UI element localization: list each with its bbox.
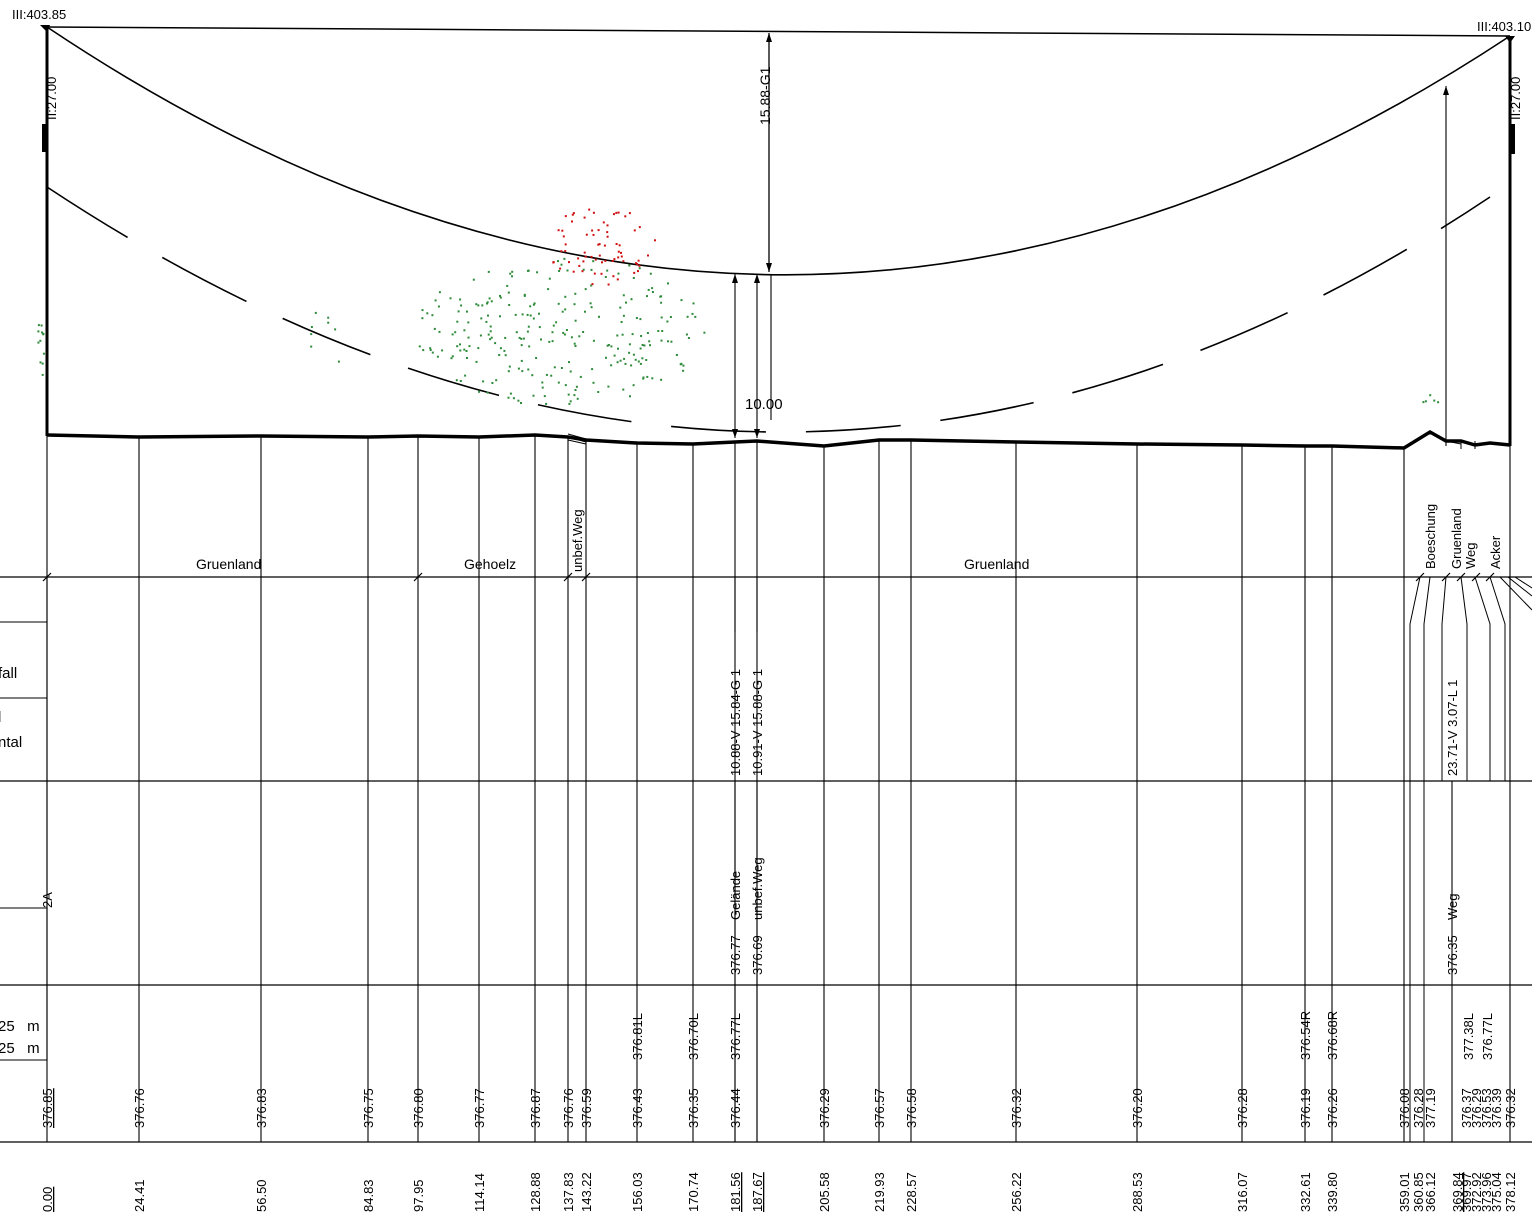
station-elevation: 376.80 — [411, 1088, 426, 1128]
station-chainage: 316.07 — [1235, 1172, 1250, 1212]
crossing-kind-3: Weg — [1445, 894, 1460, 921]
station-elevation: 376.28 — [1411, 1088, 1426, 1128]
legend-l: l — [0, 709, 1, 726]
landuse-label-gehoelz: Gehoelz — [464, 556, 516, 572]
station-elevation: 376.57 — [872, 1088, 887, 1128]
left-tower: III:403.85 II:27.00 — [12, 7, 66, 436]
station-chainage: 97.95 — [411, 1179, 426, 1212]
station-chainage: 137.83 — [561, 1172, 576, 1212]
landuse-label-gruenland-2: Gruenland — [964, 556, 1029, 572]
right-tower-side-label: II:27.00 — [1508, 77, 1523, 120]
station-chainage: 378.12 — [1503, 1172, 1518, 1212]
station-elevation: 376.44 — [728, 1088, 743, 1128]
station-elevation: 376.76 — [561, 1088, 576, 1128]
station-chainage: 205.58 — [817, 1172, 832, 1212]
legend-fall: fall — [0, 665, 17, 682]
station-chainage: 359.01 — [1397, 1172, 1412, 1212]
station-chainage: 128.88 — [528, 1172, 543, 1212]
sag-label: 15.88-G1 — [757, 66, 773, 125]
right-insulator-icon — [1505, 36, 1515, 43]
station-elevation: 376.75 — [361, 1088, 376, 1128]
station-chainage: 156.03 — [630, 1172, 645, 1212]
legend-ntal: ntal — [0, 734, 22, 751]
station-chainage: 170.74 — [686, 1172, 701, 1212]
station-chainage: 373.96 — [1479, 1172, 1494, 1212]
offset-labels: 376.81L 376.70L 376.77L 376.54R 376.68R … — [630, 1011, 1495, 1060]
right-tower-top-label: III:403.10 — [1477, 19, 1531, 34]
landuse-label-boeschung: Boeschung — [1423, 504, 1438, 569]
station-chainage: 375.04 — [1489, 1172, 1504, 1212]
conductor-curve — [46, 26, 1511, 276]
crossing-distance-3: 23.71-V 3.07-L 1 — [1445, 680, 1460, 776]
station-chainage: 360.85 — [1411, 1172, 1426, 1212]
sag-dimension: 15.88-G1 — [757, 33, 773, 272]
station-chainage: 372.92 — [1469, 1172, 1484, 1212]
station-elevation: 376.85 — [40, 1088, 55, 1128]
clearance-dimension: 10.00 — [732, 86, 1449, 446]
chord-line — [46, 26, 1511, 37]
station-elevation: 376.26 — [1325, 1088, 1340, 1128]
station-chainage: 369.97 — [1459, 1172, 1474, 1212]
station-elevation: 376.29 — [817, 1088, 832, 1128]
station-chainage: 181.56 — [728, 1172, 743, 1212]
station-elevation: 376.58 — [904, 1088, 919, 1128]
station-elevation: 376.32 — [1009, 1088, 1024, 1128]
landuse-label-gruenland-3: Gruenland — [1449, 508, 1464, 569]
station-chainage: 256.22 — [1009, 1172, 1024, 1212]
station-elevation: 376.19 — [1298, 1088, 1313, 1128]
offset-6: 377.38L — [1461, 1013, 1476, 1060]
station-chainage: 0.00 — [40, 1187, 55, 1212]
offset-7: 376.77L — [1480, 1013, 1495, 1060]
crossing-height-3: 376.35 — [1445, 935, 1460, 975]
station-chainage: 114.14 — [472, 1173, 487, 1212]
band-grid — [0, 576, 1532, 1143]
station-chainage: 366.12 — [1423, 1172, 1438, 1212]
station-elevation: 376.37 — [1459, 1088, 1474, 1128]
station-chainage: 228.57 — [904, 1172, 919, 1212]
landuse-band: Gruenland Gehoelz unbef.Weg Gruenland Bo… — [42, 504, 1503, 582]
station-chainage: 143.22 — [579, 1172, 594, 1212]
station-elevation: 376.29 — [1469, 1088, 1484, 1128]
station-elevation: 376.59 — [579, 1088, 594, 1128]
vegetation-points — [37, 208, 1440, 405]
station-elevation: 376.20 — [1130, 1088, 1145, 1128]
station-chainage: 369.84 — [1450, 1172, 1465, 1212]
station-elevation: 376.39 — [1489, 1088, 1504, 1128]
station-columns: 376.85 0.00 376.76 24.41 376.83 56.50 376.75 84… — [40, 435, 1518, 1212]
station-chainage: 339.80 — [1325, 1172, 1340, 1212]
station-elevation: 376.77 — [472, 1088, 487, 1128]
station-elevation: 376.76 — [132, 1088, 147, 1128]
station-elevation: 376.43 — [630, 1088, 645, 1128]
station-chainage: 288.53 — [1130, 1172, 1145, 1212]
right-tower: III:403.10 II:27.00 — [1477, 19, 1531, 446]
legend-row1: 25 m — [0, 1018, 40, 1035]
station-elevation: 376.87 — [528, 1088, 543, 1128]
clearance-label: 10.00 — [745, 396, 783, 413]
station-elevation: 376.08 — [1397, 1088, 1412, 1128]
station-elevation: 376.35 — [686, 1088, 701, 1128]
station-chainage: 24.41 — [132, 1179, 147, 1212]
landuse-label-weg: Weg — [1463, 543, 1478, 570]
station-chainage: 84.83 — [361, 1179, 376, 1212]
station-elevation: 376.32 — [1503, 1088, 1518, 1128]
station-elevation: 376.53 — [1479, 1088, 1494, 1128]
station-elevation: 377.19 — [1423, 1088, 1438, 1128]
landuse-label-acker: Acker — [1488, 535, 1503, 569]
legend-row2: 25 m — [0, 1040, 40, 1057]
left-tower-side-label: II:27.00 — [44, 77, 59, 120]
station-chainage: 56.50 — [254, 1179, 269, 1212]
landuse-label-unbef-weg: unbef.Weg — [570, 509, 585, 572]
clearance-curve — [46, 186, 1491, 433]
left-tower-top-label: III:403.85 — [12, 7, 66, 22]
station-elevation: 376.28 — [1235, 1088, 1250, 1128]
station-elevation: 376.83 — [254, 1088, 269, 1128]
landuse-label-gruenland-1: Gruenland — [196, 556, 261, 572]
station-chainage: 332.61 — [1298, 1172, 1313, 1212]
station-chainage: 187.67 — [750, 1172, 765, 1212]
crossing-annotations: 10.88-V 15.84-G 1 10.91-V 15.88-G 1 23.7… — [728, 577, 1460, 1142]
station-chainage: 219.93 — [872, 1172, 887, 1212]
terrain — [46, 429, 1511, 450]
legend-block: fall l ntal 2A 25 m 25 m — [0, 665, 55, 1057]
